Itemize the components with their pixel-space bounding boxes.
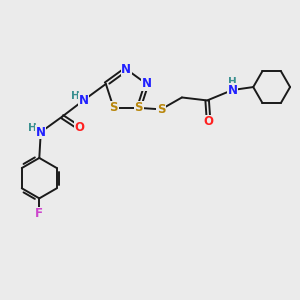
Text: O: O (204, 115, 214, 128)
Text: N: N (227, 83, 237, 97)
Text: S: S (135, 101, 143, 114)
Text: H: H (228, 77, 237, 87)
Text: S: S (110, 101, 118, 114)
Text: N: N (36, 126, 46, 139)
Text: S: S (157, 103, 165, 116)
Text: N: N (79, 94, 88, 107)
Text: N: N (121, 63, 131, 76)
Text: H: H (28, 123, 37, 133)
Text: H: H (71, 91, 80, 101)
Text: N: N (142, 77, 152, 90)
Text: O: O (74, 122, 84, 134)
Text: F: F (35, 207, 43, 220)
